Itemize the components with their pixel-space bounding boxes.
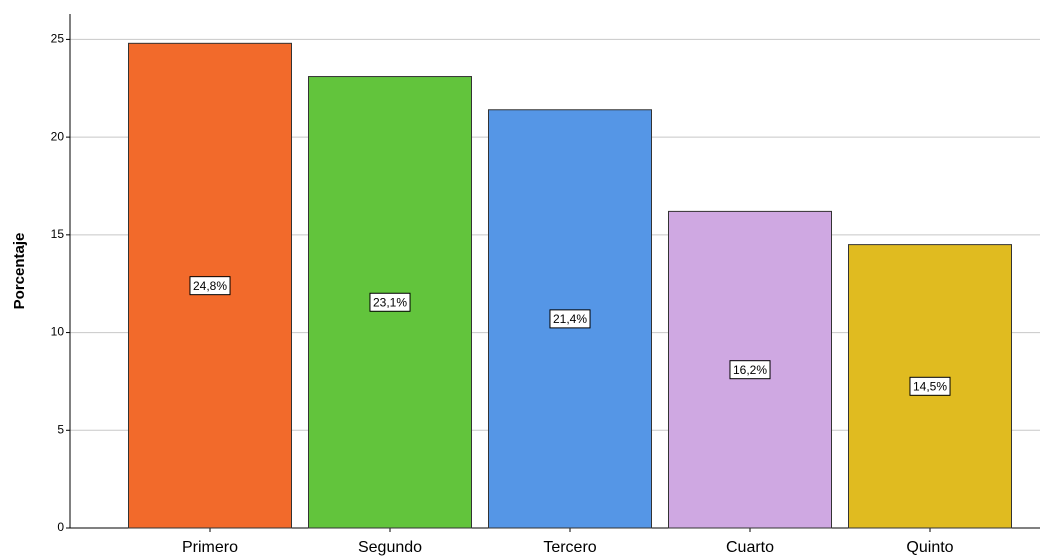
value-label-box — [369, 292, 411, 312]
value-label: 23,1% — [373, 295, 407, 309]
y-axis-label: Porcentaje — [11, 233, 28, 310]
y-tick-label: 5 — [57, 422, 64, 436]
x-tick-label: Segundo — [358, 539, 422, 556]
y-tick-label: 0 — [57, 520, 64, 534]
y-tick-label: 20 — [51, 129, 65, 143]
value-label-box — [189, 276, 231, 296]
x-tick-label: Tercero — [543, 539, 596, 556]
value-label: 16,2% — [733, 363, 767, 377]
value-label: 24,8% — [193, 279, 227, 293]
value-label-box — [729, 360, 771, 380]
value-label: 14,5% — [913, 379, 947, 393]
x-tick-label: Primero — [182, 539, 238, 556]
value-label: 21,4% — [553, 312, 587, 326]
y-tick-label: 25 — [51, 32, 65, 46]
value-label-box — [549, 309, 591, 329]
x-tick-label: Quinto — [906, 539, 953, 556]
x-tick-label: Cuarto — [726, 539, 774, 556]
y-tick-label: 15 — [51, 227, 65, 241]
y-tick-label: 10 — [51, 325, 65, 339]
value-label-box — [909, 376, 951, 396]
